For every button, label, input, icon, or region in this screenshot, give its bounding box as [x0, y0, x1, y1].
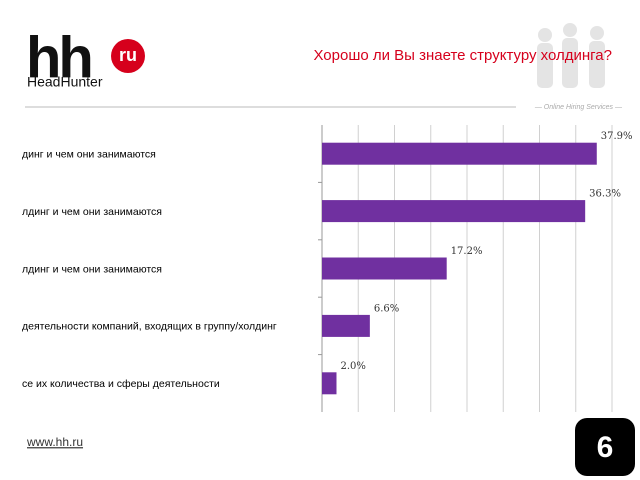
url[interactable]: www.hh.ru [26, 435, 83, 449]
value-label: 2.0% [341, 361, 366, 372]
tagline: — Online Hiring Services — [534, 104, 623, 111]
logo: hh [26, 25, 91, 90]
y-tick-label: се их количества и сферы деятельности [22, 378, 220, 390]
y-tick-label: динг и чем они занимаются [22, 148, 156, 160]
value-label: 17.2% [451, 246, 483, 257]
value-label: 6.6% [374, 303, 399, 314]
bar [322, 314, 370, 337]
chart-title: Хорошо ли Вы знаете структуру холдинга? [313, 47, 612, 64]
bar [322, 200, 586, 223]
logo-badge-circle [111, 39, 145, 73]
value-label: 36.3% [589, 189, 621, 200]
plot: динг и чем они занимаются 37.9% лдинг и че… [22, 125, 633, 412]
y-tick-label: лдинг и чем они занимаются [22, 263, 162, 275]
bar [322, 257, 447, 280]
page-badge [575, 418, 635, 476]
value-label: 37.9% [601, 131, 633, 142]
y-tick-label: деятельности компаний, входящих в группу… [22, 321, 277, 333]
page-number: 6 [597, 431, 614, 464]
bar [322, 142, 597, 165]
bar [322, 372, 337, 395]
brand: HeadHunter [27, 74, 103, 90]
silhouettes [537, 23, 605, 88]
logo-badge: ru [119, 45, 137, 65]
y-tick-label: лдинг и чем они занимаются [22, 206, 162, 218]
